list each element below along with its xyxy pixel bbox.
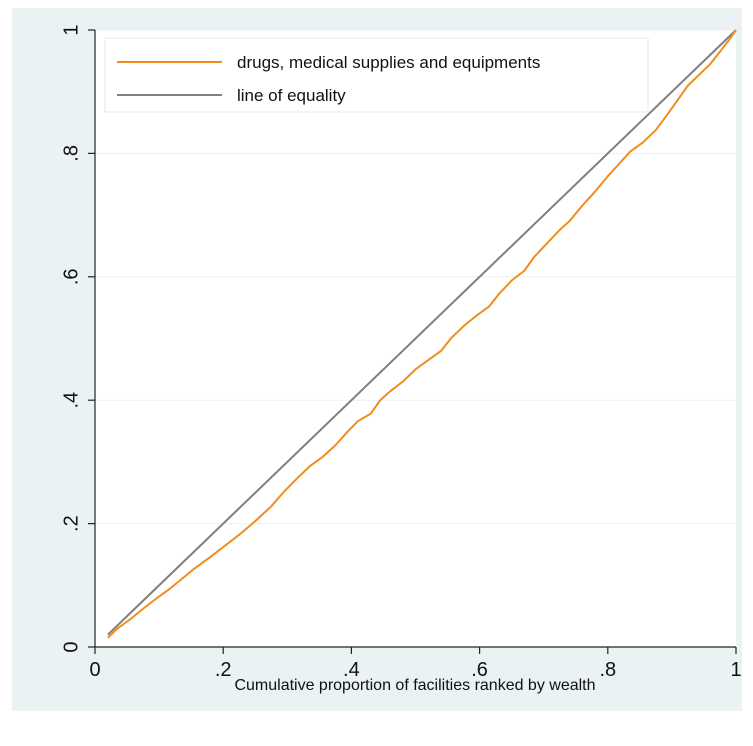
x-tick-label-3: .6 bbox=[471, 659, 488, 681]
legend: drugs, medical supplies and equipments li… bbox=[104, 37, 649, 113]
y-tick-label-5: 1 bbox=[60, 24, 82, 35]
series-line-0 bbox=[107, 29, 737, 639]
x-axis-title: Cumulative proportion of facilities rank… bbox=[234, 677, 595, 694]
y-tick-label-0: 0 bbox=[60, 641, 82, 652]
y-tick-label-1: .2 bbox=[60, 515, 82, 532]
x-tick-label-1: .2 bbox=[215, 659, 232, 681]
x-tick-label-4: .8 bbox=[599, 659, 616, 681]
legend-box bbox=[104, 37, 649, 113]
y-tick-label-3: .6 bbox=[60, 268, 82, 285]
y-tick-label-2: .4 bbox=[60, 392, 82, 409]
y-tick-label-4: .8 bbox=[60, 145, 82, 162]
x-tick-label-0: 0 bbox=[89, 659, 100, 681]
series bbox=[107, 29, 737, 639]
legend-label-1: line of equality bbox=[237, 86, 346, 105]
axes: 0 .2 .4 .6 .8 1 0 .2 .4 .6 .8 1 bbox=[60, 24, 741, 681]
series-line-1 bbox=[107, 29, 737, 636]
x-tick-label-2: .4 bbox=[343, 659, 360, 681]
legend-label-0: drugs, medical supplies and equipments bbox=[237, 53, 540, 72]
x-tick-label-5: 1 bbox=[730, 659, 741, 681]
